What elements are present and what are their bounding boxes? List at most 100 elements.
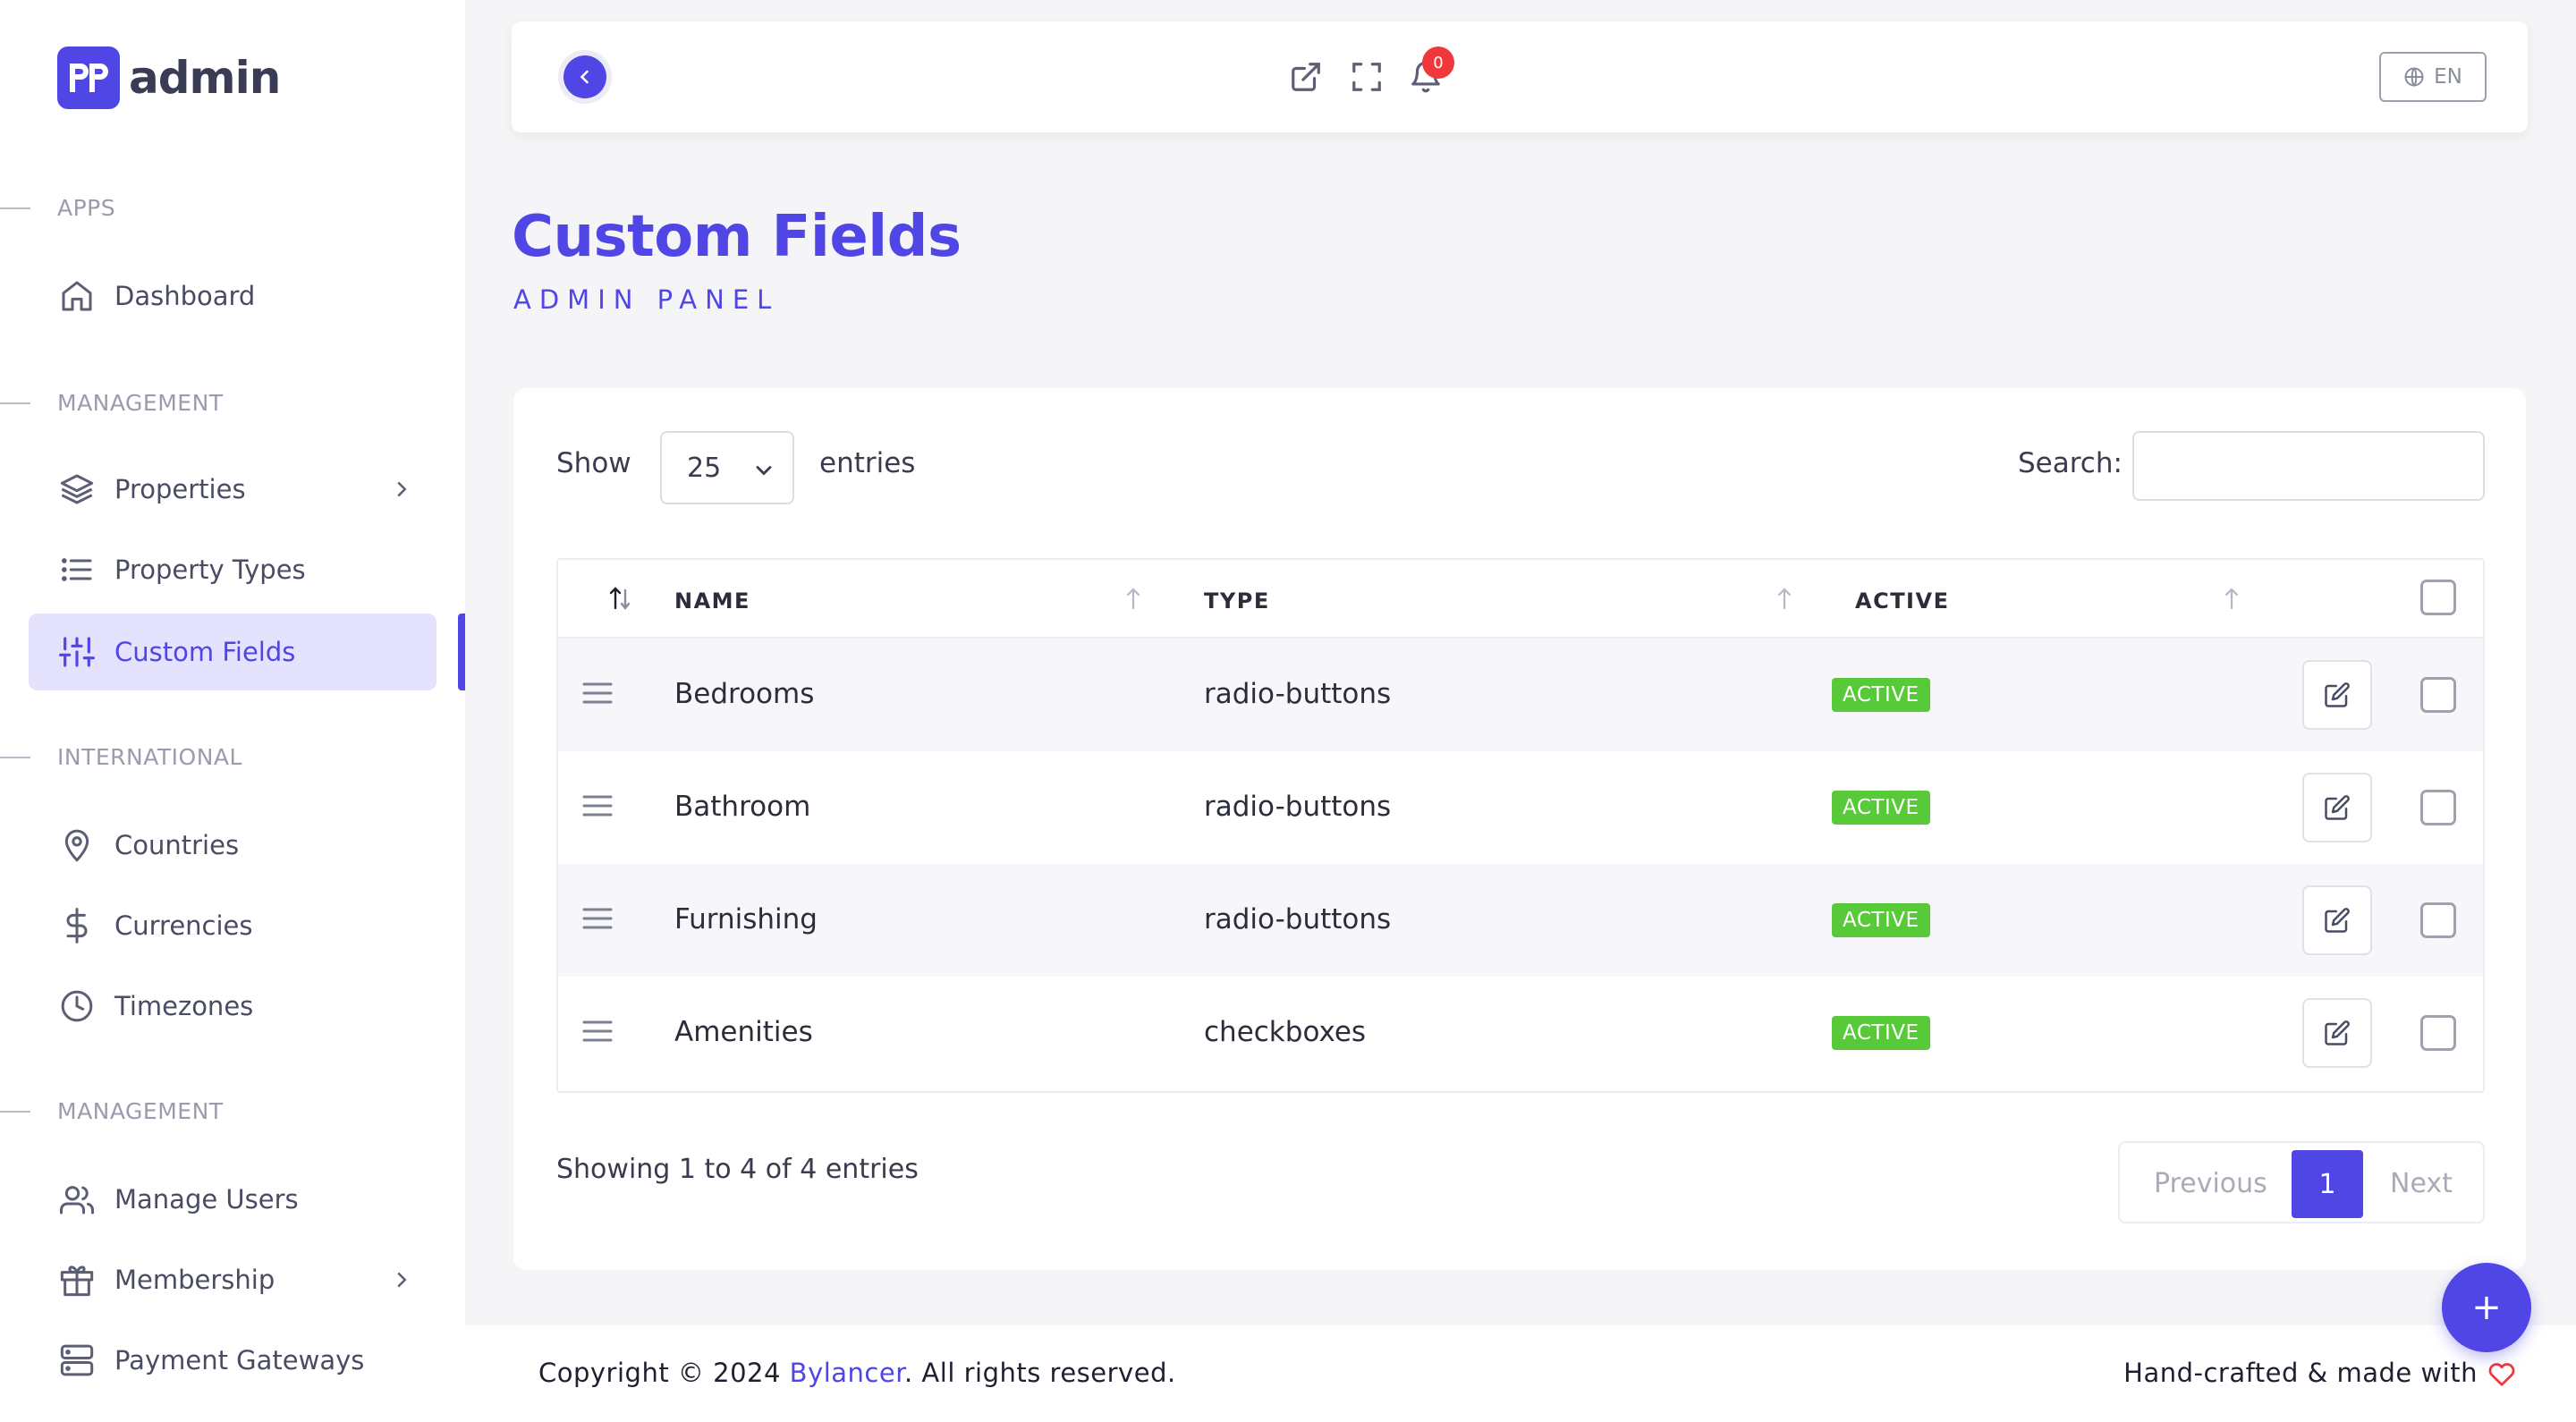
status-badge: ACTIVE xyxy=(1832,678,1930,712)
table-row: Amenities checkboxes ACTIVE xyxy=(558,977,2483,1089)
status-badge: ACTIVE xyxy=(1832,791,1930,825)
cell-type: radio-buttons xyxy=(1204,903,1392,935)
search-input[interactable] xyxy=(2132,431,2485,501)
section-label-management: MANAGEMENT xyxy=(0,390,224,416)
chevron-left-icon xyxy=(564,55,606,98)
custom-fields-table: NAME TYPE ACTIVE Bedrooms radio-buttons … xyxy=(556,558,2485,1093)
drag-handle-icon[interactable] xyxy=(581,680,614,707)
table-row: Bathroom radio-buttons ACTIVE xyxy=(558,751,2483,864)
cell-name: Bathroom xyxy=(674,791,811,823)
clock-icon xyxy=(57,986,97,1026)
active-indicator xyxy=(458,614,465,690)
select-all-checkbox[interactable] xyxy=(2420,580,2456,615)
column-header-type[interactable]: TYPE xyxy=(1204,588,1270,614)
entries-value: 25 xyxy=(687,452,722,484)
fullscreen-icon[interactable] xyxy=(1347,57,1386,97)
entries-select[interactable]: 25 xyxy=(660,431,794,504)
users-icon xyxy=(57,1180,97,1219)
table-header: NAME TYPE ACTIVE xyxy=(558,560,2483,639)
chevron-right-icon xyxy=(397,481,407,497)
sidebar: admin APPS Dashboard MANAGEMENT Properti… xyxy=(0,0,465,1422)
logo-mark-icon xyxy=(57,47,120,109)
collapse-sidebar-button[interactable] xyxy=(558,50,612,104)
page-title: Custom Fields xyxy=(512,204,962,270)
sort-up-icon[interactable] xyxy=(1773,585,1796,612)
sort-both-icon[interactable] xyxy=(608,585,631,612)
pagination: Previous 1 Next xyxy=(2118,1141,2485,1223)
language-selector[interactable]: EN xyxy=(2379,52,2487,102)
sort-up-icon[interactable] xyxy=(1122,585,1145,612)
footer: Copyright © 2024 Bylancer. All rights re… xyxy=(465,1325,2576,1422)
sidebar-item-timezones[interactable]: Timezones xyxy=(29,968,436,1045)
search-label: Search: xyxy=(2018,447,2123,479)
footer-credit: Hand-crafted & made with xyxy=(2123,1358,2478,1388)
cell-type: radio-buttons xyxy=(1204,678,1392,710)
edit-icon xyxy=(2325,908,2350,933)
status-badge: ACTIVE xyxy=(1832,1016,1930,1050)
heart-icon xyxy=(2488,1363,2515,1386)
row-checkbox[interactable] xyxy=(2420,790,2456,825)
cell-name: Furnishing xyxy=(674,903,818,935)
section-label-apps: APPS xyxy=(0,195,115,221)
custom-fields-card: Show 25 entries Search: NAME TYPE ACTIVE xyxy=(513,388,2526,1270)
sidebar-item-manage-users[interactable]: Manage Users xyxy=(29,1161,436,1238)
language-label: EN xyxy=(2434,65,2462,89)
sidebar-item-membership[interactable]: Membership xyxy=(29,1241,436,1318)
edit-button[interactable] xyxy=(2302,660,2372,730)
cell-type: checkboxes xyxy=(1204,1016,1367,1048)
section-label-management-2: MANAGEMENT xyxy=(0,1098,224,1124)
sidebar-item-property-types[interactable]: Property Types xyxy=(29,531,436,608)
column-header-active[interactable]: ACTIVE xyxy=(1855,588,1950,614)
sidebar-item-currencies[interactable]: Currencies xyxy=(29,887,436,964)
sidebar-item-properties[interactable]: Properties xyxy=(29,451,436,528)
show-label: Show xyxy=(556,447,631,479)
list-icon xyxy=(57,550,97,589)
page-subtitle: ADMIN PANEL xyxy=(513,284,780,315)
pagination-summary: Showing 1 to 4 of 4 entries xyxy=(556,1154,919,1185)
sidebar-item-payment-gateways[interactable]: Payment Gateways xyxy=(29,1322,436,1399)
next-page-button[interactable]: Next xyxy=(2390,1168,2453,1199)
copyright-text: Copyright © 2024 Bylancer. All rights re… xyxy=(538,1358,1176,1388)
company-link[interactable]: Bylancer xyxy=(789,1358,904,1388)
drag-handle-icon[interactable] xyxy=(581,905,614,932)
row-checkbox[interactable] xyxy=(2420,1015,2456,1051)
brand-logo[interactable]: admin xyxy=(57,47,281,109)
entries-label: entries xyxy=(819,447,916,479)
sort-up-icon[interactable] xyxy=(2220,585,2243,612)
row-checkbox[interactable] xyxy=(2420,677,2456,713)
cell-name: Bedrooms xyxy=(674,678,815,710)
table-row: Furnishing radio-buttons ACTIVE xyxy=(558,864,2483,977)
sidebar-item-countries[interactable]: Countries xyxy=(29,807,436,884)
edit-icon xyxy=(2325,1020,2350,1045)
edit-icon xyxy=(2325,682,2350,707)
chevron-right-icon xyxy=(397,1272,407,1288)
status-badge: ACTIVE xyxy=(1832,903,1930,937)
sliders-icon xyxy=(57,632,97,672)
external-link-icon[interactable] xyxy=(1286,57,1326,97)
table-row: Bedrooms radio-buttons ACTIVE xyxy=(558,639,2483,751)
row-checkbox[interactable] xyxy=(2420,902,2456,938)
home-icon xyxy=(57,276,97,316)
notification-badge: 0 xyxy=(1422,47,1454,79)
section-label-international: INTERNATIONAL xyxy=(0,744,242,770)
globe-icon xyxy=(2404,67,2424,87)
previous-page-button[interactable]: Previous xyxy=(2154,1168,2267,1199)
drag-handle-icon[interactable] xyxy=(581,792,614,819)
edit-button[interactable] xyxy=(2302,998,2372,1068)
brand-name: admin xyxy=(129,52,281,104)
edit-button[interactable] xyxy=(2302,773,2372,842)
cell-name: Amenities xyxy=(674,1016,813,1048)
sidebar-item-dashboard[interactable]: Dashboard xyxy=(29,258,436,334)
layers-icon xyxy=(57,470,97,509)
edit-icon xyxy=(2325,795,2350,820)
map-pin-icon xyxy=(57,825,97,865)
drag-handle-icon[interactable] xyxy=(581,1018,614,1045)
server-icon xyxy=(57,1341,97,1380)
column-header-name[interactable]: NAME xyxy=(674,588,750,614)
page-button-current[interactable]: 1 xyxy=(2292,1150,2363,1218)
edit-button[interactable] xyxy=(2302,885,2372,955)
sidebar-item-custom-fields[interactable]: Custom Fields xyxy=(29,614,436,690)
add-custom-field-button[interactable]: + xyxy=(2442,1263,2531,1352)
gift-icon xyxy=(57,1260,97,1299)
dollar-icon xyxy=(57,906,97,945)
